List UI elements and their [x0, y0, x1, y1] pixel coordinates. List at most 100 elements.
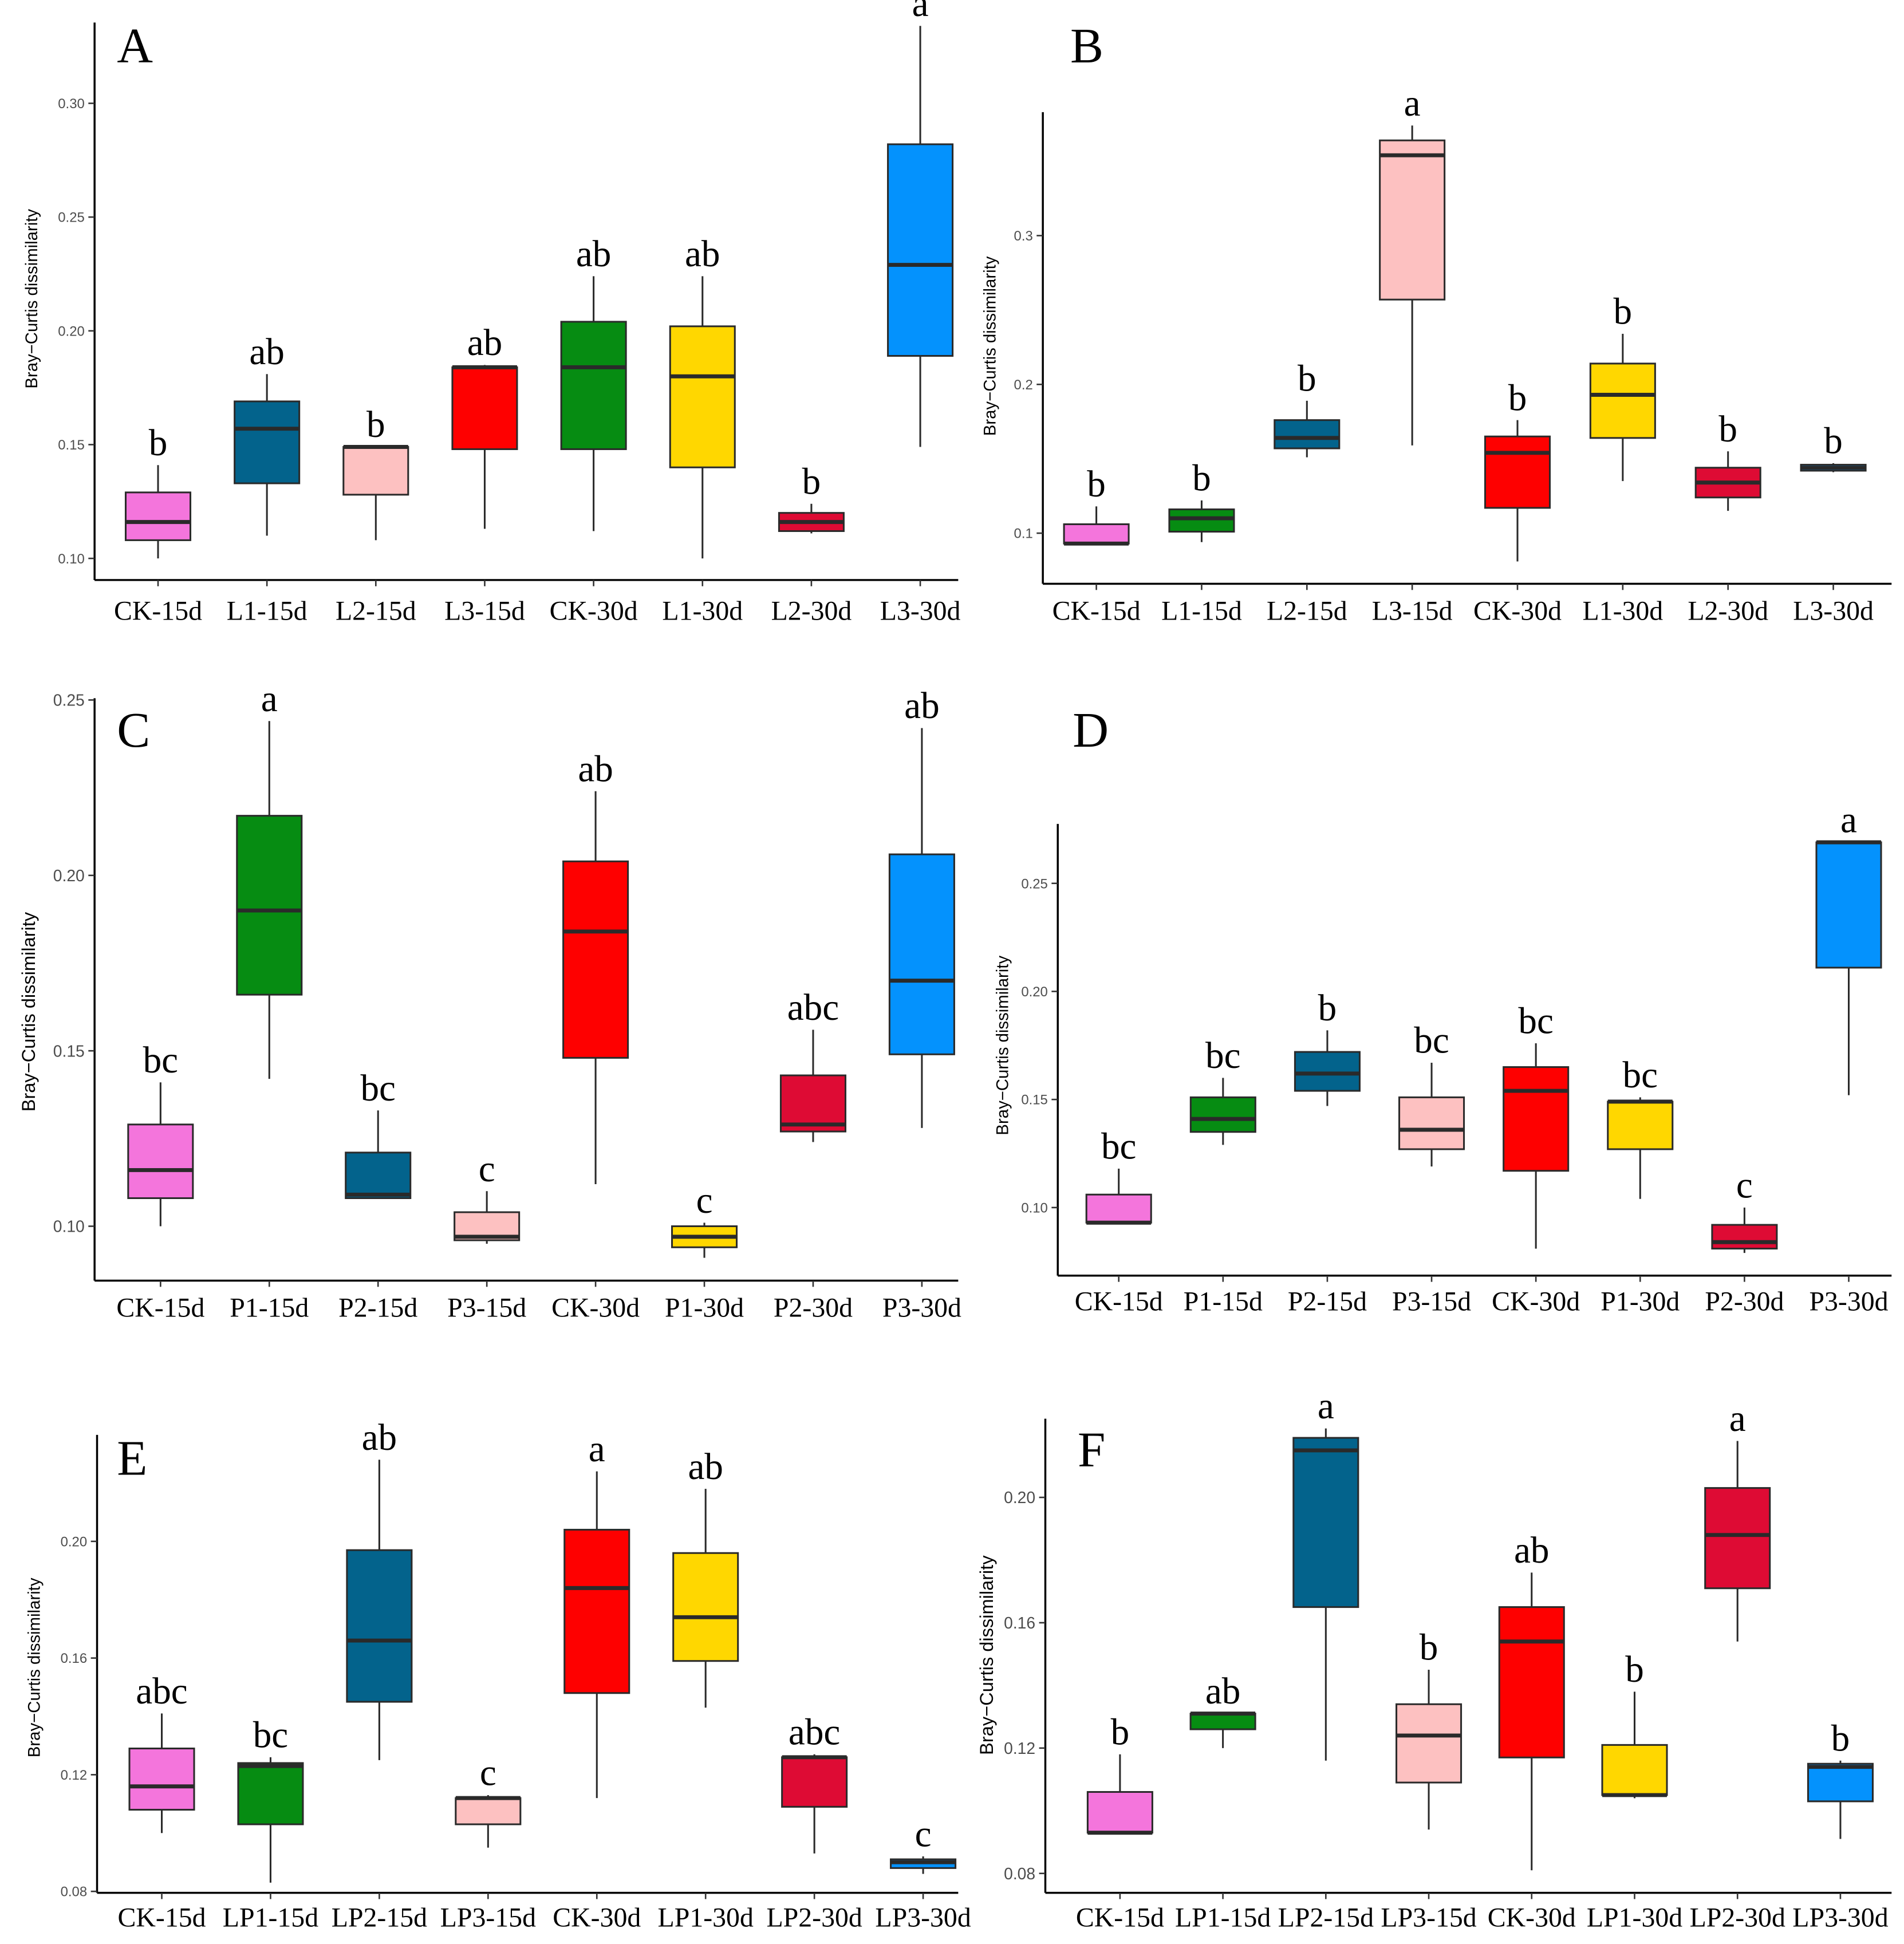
x-tick-label: L1-15d [1161, 596, 1242, 626]
y-axis-title: Bray−Curtis dissimilarity [976, 1555, 997, 1755]
box-CK-30d [1498, 1606, 1565, 1758]
y-tick-label: 0.20 [1004, 1488, 1035, 1507]
significance-letter: b [802, 461, 821, 502]
x-tick-label: CK-15d [118, 1902, 206, 1933]
significance-letter: a [1318, 1386, 1334, 1427]
significance-letter: b [1298, 358, 1316, 399]
x-tick-label: CK-15d [1075, 1287, 1163, 1317]
x-tick-label: LP3-30d [1792, 1902, 1888, 1933]
box-CK-15d [128, 1748, 195, 1811]
panel-e: 0.08 0.12 0.16 0.20 Bray−Curtis dissimilarit… [25, 1417, 971, 1933]
significance-letter: a [912, 0, 929, 25]
x-tick-label: P2-15d [1288, 1287, 1367, 1317]
box-L3-15d [451, 366, 518, 450]
panel-label: B [1070, 18, 1103, 73]
significance-letter: bc [143, 1040, 179, 1081]
panel-b: 0.1 0.2 0.3 Bray−Curtis dissimilarity Bb CK-1… [981, 18, 1892, 626]
box-L2-15d [342, 445, 409, 496]
box-LP3-15d [455, 1797, 522, 1825]
significance-letter: b [1824, 421, 1843, 462]
significance-letter: ab [688, 1446, 723, 1488]
box-P1-30d [1607, 1101, 1674, 1150]
x-tick-label: L2-30d [771, 596, 852, 626]
y-tick-label: 0.25 [1021, 876, 1047, 892]
box-LP3-15d [1396, 1703, 1463, 1784]
box-LP1-30d [672, 1552, 739, 1662]
significance-letter: bc [1623, 1055, 1658, 1096]
box-L1-30d [1589, 362, 1656, 439]
significance-letter: b [1614, 291, 1633, 333]
x-tick-label: LP2-15d [332, 1902, 427, 1933]
box-LP2-15d [1292, 1437, 1359, 1608]
significance-letter: b [1192, 458, 1211, 499]
box-LP1-30d [1601, 1744, 1668, 1796]
x-tick-label: LP3-30d [875, 1902, 971, 1933]
y-tick-label: 0.20 [53, 866, 85, 885]
panel-label: C [117, 703, 150, 758]
panel-label: F [1078, 1422, 1105, 1477]
significance-letter: abc [787, 987, 839, 1028]
box-P3-30d [888, 853, 955, 1055]
significance-letter: bc [1205, 1035, 1241, 1077]
significance-letter: abc [136, 1671, 187, 1712]
box-L2-15d [1274, 419, 1341, 449]
significance-letter: ab [904, 685, 940, 727]
significance-letter: c [479, 1149, 495, 1190]
significance-letter: bc [1101, 1126, 1137, 1168]
box-CK-15d [127, 1123, 194, 1199]
panel-f: 0.08 0.12 0.16 0.20 Bray−Curtis dissimilarit… [976, 1386, 1892, 1933]
box-CK-30d [1503, 1066, 1570, 1172]
x-tick-label: CK-30d [1473, 596, 1562, 626]
y-tick-label: 0.10 [53, 1217, 85, 1236]
box-L1-15d [1168, 508, 1235, 533]
box-L3-30d [887, 143, 954, 357]
x-tick-label: CK-30d [1492, 1287, 1580, 1317]
x-tick-label: L2-30d [1688, 596, 1768, 626]
y-axis-title: Bray−Curtis dissimilarity [18, 912, 39, 1111]
box-P1-15d [236, 815, 303, 996]
y-tick-label: 0.20 [61, 1534, 88, 1549]
significance-letter: b [1508, 377, 1527, 419]
x-tick-label: P1-15d [230, 1292, 309, 1323]
x-tick-label: P3-30d [1809, 1287, 1888, 1317]
significance-letter: a [261, 679, 278, 720]
panel-label: E [117, 1430, 147, 1485]
panel-c: 0.10 0.15 0.20 0.25 Bray−Curtis dissimilarit… [18, 679, 961, 1323]
y-tick-label: 0.25 [53, 691, 85, 709]
x-tick-label: L3-15d [1372, 596, 1453, 626]
box-P2-30d [779, 1074, 846, 1133]
significance-letter: ab [578, 748, 613, 790]
x-tick-label: LP1-30d [1587, 1902, 1682, 1933]
significance-letter: c [915, 1814, 932, 1855]
box-LP2-15d [346, 1549, 413, 1703]
box-CK-15d [1085, 1193, 1152, 1224]
significance-letter: c [1736, 1165, 1753, 1206]
significance-letter: ab [1514, 1530, 1550, 1571]
box-P2-15d [345, 1152, 412, 1199]
y-tick-label: 0.10 [1021, 1200, 1047, 1216]
x-tick-label: L3-30d [1793, 596, 1874, 626]
x-tick-label: P1-15d [1184, 1287, 1263, 1317]
y-tick-label: 0.10 [58, 551, 85, 567]
x-tick-label: L2-15d [336, 596, 416, 626]
significance-letter: bc [253, 1714, 289, 1756]
box-P2-30d [1711, 1224, 1778, 1250]
significance-letter: ab [362, 1417, 397, 1458]
y-tick-label: 0.12 [61, 1768, 88, 1783]
panel-a: 0.10 0.15 0.20 0.25 0.30 Bray−Curtis dissimil… [22, 0, 960, 626]
y-axis-title: Bray−Curtis dissimilarity [981, 256, 1000, 436]
y-tick-label: 0.20 [1021, 984, 1047, 1000]
y-tick-label: 0.3 [1014, 228, 1033, 244]
significance-letter: b [366, 404, 385, 445]
significance-letter: a [589, 1429, 605, 1470]
box-L1-15d [234, 400, 301, 484]
x-tick-label: L1-30d [662, 596, 743, 626]
x-tick-label: LP2-30d [1690, 1902, 1785, 1933]
significance-letter: a [1729, 1398, 1746, 1440]
significance-letter: b [1420, 1627, 1438, 1669]
x-tick-label: CK-30d [553, 1902, 641, 1933]
y-axis-title: Bray−Curtis dissimilarity [25, 1578, 44, 1757]
significance-letter: a [1840, 800, 1857, 841]
x-tick-label: LP3-15d [440, 1902, 536, 1933]
